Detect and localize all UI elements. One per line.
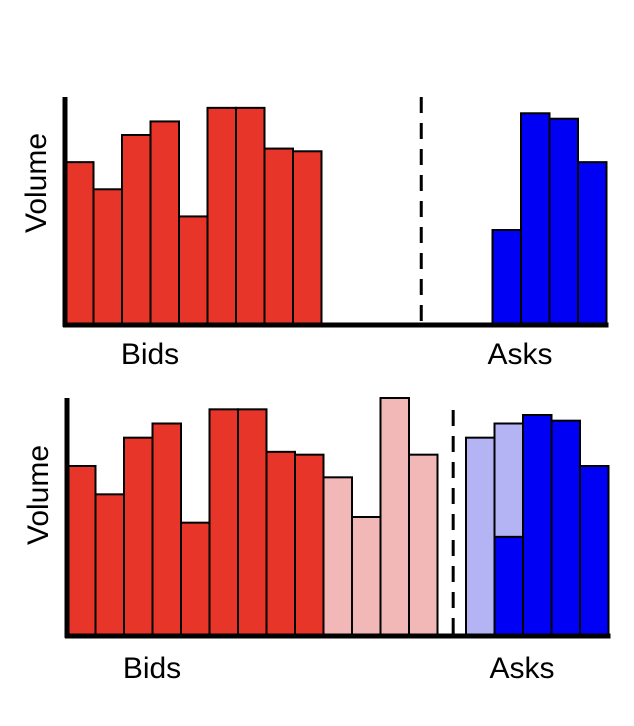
bid-bar [180,521,211,638]
y-axis-label: Volume [22,445,55,545]
bid-bar [149,120,180,326]
bid-bar [351,516,382,637]
asks-label: Asks [487,338,552,371]
bid-bar [263,147,294,326]
bid-bar [94,493,125,638]
bids-label: Bids [123,652,181,685]
bid-bar [123,436,154,637]
bid-bar [66,465,97,637]
bid-bar [265,450,296,638]
bid-bar [379,397,410,637]
ask-bar [520,112,551,326]
y-axis-label: Volume [20,133,53,233]
order-book-chart-after: Volume Bids Asks [22,397,611,685]
bars-group [66,397,610,638]
ask-bar [491,229,522,326]
ask-bar [550,419,581,637]
bid-bar [408,453,439,637]
ask-bar [579,465,610,637]
bid-bar [121,134,152,326]
bid-bar [64,161,95,326]
bid-bar [294,453,325,637]
ask-bar-remaining [493,535,524,637]
bids-label: Bids [121,338,179,371]
ask-bar [548,117,579,327]
ask-bar [465,436,496,637]
bid-bar [208,408,239,638]
bars-group [64,106,608,327]
bid-bar [237,408,268,638]
ask-bar [522,414,553,637]
bid-bar [151,422,182,637]
bid-bar [92,188,123,326]
bid-bar [322,476,353,638]
asks-label: Asks [489,652,554,685]
bid-bar [206,106,237,326]
bid-bar [178,215,209,326]
order-book-chart-before: Volume Bids Asks [20,97,609,371]
ask-bar [577,161,608,326]
bid-bar [292,150,323,326]
bid-bar [235,106,266,326]
